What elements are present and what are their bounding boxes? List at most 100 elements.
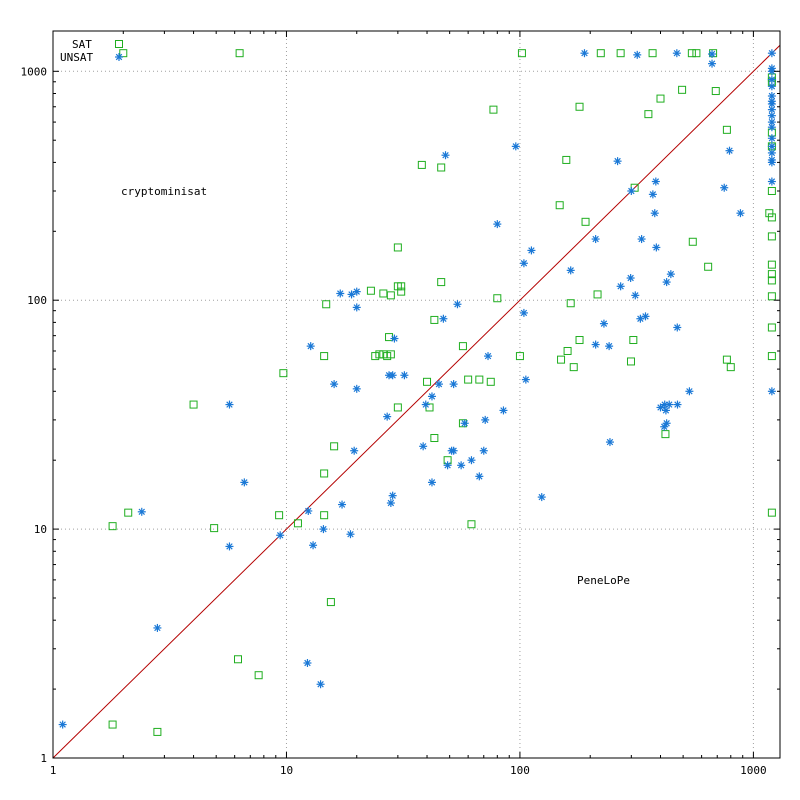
- legend: SAT UNSAT: [60, 38, 123, 64]
- unsat-point: [388, 491, 397, 500]
- sat-point: [575, 336, 584, 345]
- unsat-point: [519, 308, 528, 317]
- unsat-point: [662, 419, 671, 428]
- sat-point: [386, 291, 395, 300]
- sat-point: [379, 289, 388, 298]
- sat-point: [464, 375, 473, 384]
- unsat-point: [767, 387, 776, 396]
- unsat-point: [390, 334, 399, 343]
- sat-point: [767, 186, 776, 195]
- unsat-point: [400, 371, 409, 380]
- sat-point: [467, 520, 476, 529]
- unsat-point: [720, 183, 729, 192]
- unsat-point: [352, 384, 361, 393]
- unsat-point: [484, 352, 493, 361]
- unsat-point: [580, 49, 589, 58]
- unsat-point: [591, 340, 600, 349]
- x-tick-label: 1: [50, 764, 57, 777]
- sat-point: [563, 346, 572, 355]
- unsat-point: [537, 493, 546, 502]
- unsat-point: [338, 500, 347, 509]
- sat-point: [555, 201, 564, 210]
- sat-point: [393, 243, 402, 252]
- sat-point: [417, 160, 426, 169]
- sat-point: [656, 94, 665, 103]
- sat-point: [279, 369, 288, 378]
- unsat-point: [767, 134, 776, 143]
- unsat-point: [58, 720, 67, 729]
- sat-point: [322, 300, 331, 309]
- annotation-penelope: PeneLoPe: [577, 574, 630, 587]
- unsat-point: [449, 380, 458, 389]
- unsat-point: [665, 400, 674, 409]
- unsat-point: [386, 499, 395, 508]
- sat-point: [383, 352, 392, 361]
- sat-point: [320, 352, 329, 361]
- unsat-point: [499, 406, 508, 415]
- unsat-point: [767, 158, 776, 167]
- legend-marker-sat: [115, 40, 123, 48]
- unsat-point: [736, 209, 745, 218]
- unsat-point: [767, 75, 776, 84]
- sat-point: [581, 217, 590, 226]
- sat-point: [767, 508, 776, 517]
- sat-point: [475, 375, 484, 384]
- sat-point: [397, 287, 406, 296]
- unsat-point: [443, 461, 452, 470]
- sat-point: [726, 363, 735, 372]
- unsat-point: [467, 456, 476, 465]
- sat-point: [566, 299, 575, 308]
- unsat-point: [767, 123, 776, 132]
- sat-point: [330, 442, 339, 451]
- sat-point: [397, 282, 406, 291]
- unsat-point: [666, 270, 675, 279]
- sat-point: [275, 511, 284, 520]
- sat-point: [557, 355, 566, 364]
- unsat-point: [662, 278, 671, 287]
- unsat-point: [725, 146, 734, 155]
- sat-point: [293, 519, 302, 528]
- unsat-point: [651, 177, 660, 186]
- unsat-point: [479, 446, 488, 455]
- sat-point: [124, 508, 133, 517]
- unsat-point: [519, 259, 528, 268]
- y-tick-label: 1: [40, 752, 47, 765]
- unsat-point: [427, 478, 436, 487]
- sat-point: [437, 163, 446, 172]
- sat-point: [648, 49, 657, 58]
- sat-point: [486, 377, 495, 386]
- sat-point: [767, 352, 776, 361]
- sat-point: [722, 125, 731, 134]
- unsat-point: [419, 442, 428, 451]
- sat-point: [644, 110, 653, 119]
- unsat-point: [605, 438, 614, 447]
- grid: [53, 31, 780, 758]
- unsat-legend-asterisk: [115, 53, 123, 61]
- axis-ticks: 1 10 100 1000 1 10 100 1000: [21, 31, 780, 777]
- sat-point: [678, 85, 687, 94]
- unsat-point: [153, 623, 162, 632]
- unsat-point: [661, 406, 670, 415]
- unsat-point: [656, 403, 665, 412]
- sat-point: [235, 49, 244, 58]
- x-tick-label: 10: [280, 764, 293, 777]
- unsat-point: [421, 400, 430, 409]
- unsat-point: [637, 235, 646, 244]
- unsat-point: [319, 525, 328, 534]
- sat-point: [767, 276, 776, 285]
- unsat-point: [650, 209, 659, 218]
- unsat-point: [303, 659, 312, 668]
- sat-point: [375, 350, 384, 359]
- sat-point: [254, 671, 263, 680]
- unsat-point: [673, 400, 682, 409]
- series-sat: [108, 49, 776, 736]
- sat-point: [575, 102, 584, 111]
- unsat-point: [631, 291, 640, 300]
- unsat-point: [427, 392, 436, 401]
- unsat-point: [137, 507, 146, 516]
- sat-legend-square: [115, 40, 123, 48]
- sat-point: [517, 49, 526, 58]
- unsat-point: [336, 289, 345, 298]
- sat-point: [709, 49, 718, 58]
